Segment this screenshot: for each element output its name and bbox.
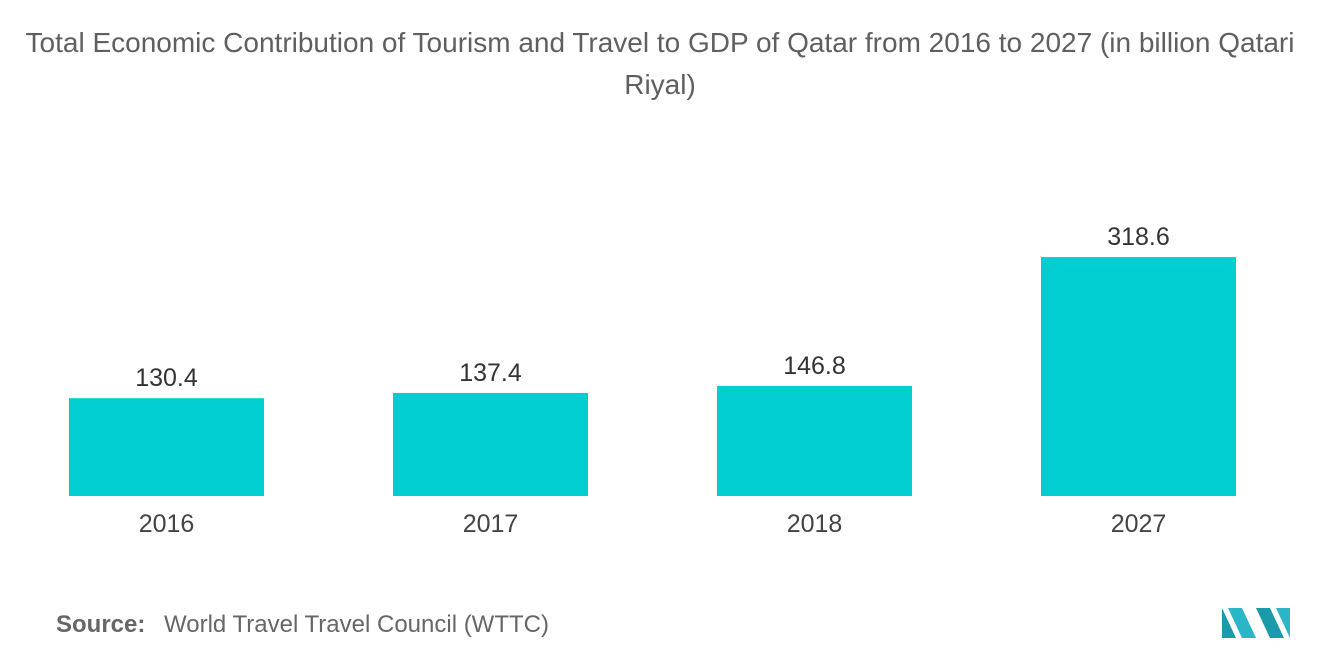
x-tick-label-2016: 2016 — [139, 510, 195, 538]
data-label-2016: 130.4 — [135, 364, 198, 392]
x-tick-label-2017: 2017 — [463, 510, 519, 538]
source-note: Source: World Travel Travel Council (WTT… — [56, 611, 549, 639]
data-label-2018: 146.8 — [783, 352, 846, 380]
mordor-intelligence-logo-icon — [1222, 608, 1290, 638]
bar-2016 — [69, 398, 264, 496]
data-label-2027: 318.6 — [1107, 223, 1170, 251]
bar-2017 — [393, 392, 588, 496]
data-label-2017: 137.4 — [459, 359, 522, 387]
bar-2018 — [717, 385, 912, 496]
bar-2027 — [1041, 257, 1236, 496]
x-tick-label-2018: 2018 — [787, 510, 843, 538]
chart-title: Total Economic Contribution of Tourism a… — [25, 27, 1295, 100]
x-tick-label-2027: 2027 — [1111, 510, 1167, 538]
source-label: Source: — [56, 611, 146, 638]
source-text: World Travel Travel Council (WTTC) — [164, 611, 549, 638]
